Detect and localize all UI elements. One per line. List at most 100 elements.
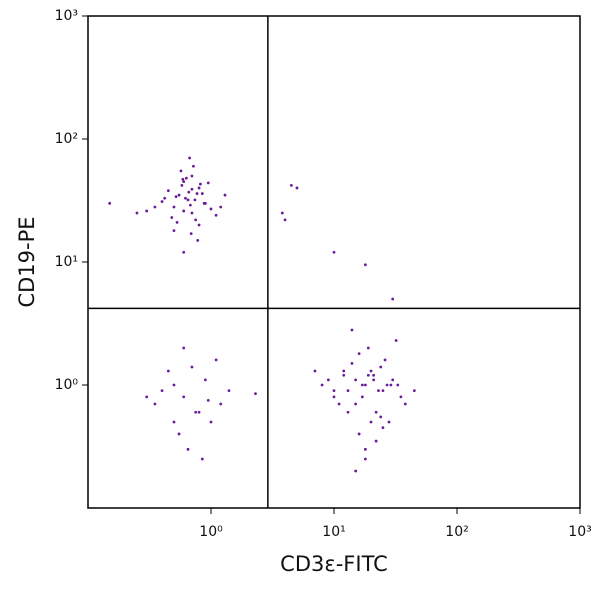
- event-dot: [172, 383, 176, 387]
- event-dot: [342, 373, 346, 377]
- plot-frame: [87, 15, 581, 509]
- event-dot: [197, 223, 201, 227]
- event-dot: [190, 174, 194, 178]
- event-dot: [174, 195, 178, 199]
- event-dot: [403, 402, 407, 406]
- event-dot: [357, 432, 361, 436]
- event-dot: [379, 365, 383, 369]
- event-dot: [396, 383, 400, 387]
- event-dot: [369, 420, 373, 424]
- event-dot: [184, 196, 187, 200]
- event-dot: [166, 189, 170, 193]
- event-dot: [366, 346, 370, 350]
- y-axis-title: CD19-PE: [15, 216, 39, 307]
- event-dot: [391, 297, 395, 301]
- event-dot: [187, 190, 191, 194]
- event-dot: [357, 352, 361, 356]
- event-dot: [200, 192, 204, 195]
- event-dot: [180, 183, 184, 187]
- event-dot: [369, 369, 373, 373]
- event-dot: [219, 205, 223, 209]
- event-dot: [166, 369, 170, 373]
- event-dot: [184, 176, 188, 180]
- y-tick-label: 10²: [55, 131, 78, 147]
- event-dot: [182, 250, 186, 254]
- event-dot: [383, 358, 387, 362]
- event-dot: [182, 346, 186, 350]
- event-dot: [188, 203, 192, 207]
- event-dot: [332, 395, 336, 399]
- event-dot: [372, 378, 376, 382]
- x-tick-label: 10³: [568, 524, 591, 540]
- y-tick-label: 10³: [55, 8, 78, 24]
- event-dot: [354, 402, 358, 406]
- event-dot: [280, 211, 284, 215]
- event-dot: [203, 378, 207, 382]
- event-dot: [227, 389, 231, 393]
- event-dot: [198, 182, 202, 186]
- event-dot: [206, 398, 210, 402]
- event-dot: [195, 192, 199, 195]
- event-dot: [194, 410, 198, 414]
- event-dot: [193, 198, 197, 202]
- event-dot: [177, 193, 181, 197]
- event-dot: [350, 361, 354, 365]
- event-dot: [377, 389, 380, 393]
- event-dot: [214, 213, 218, 217]
- event-dot: [360, 395, 364, 399]
- event-dot: [170, 216, 174, 219]
- event-dot: [182, 209, 186, 213]
- event-dot: [188, 156, 192, 160]
- x-axis-title: CD3ε-FITC: [280, 552, 388, 576]
- event-dot: [192, 164, 195, 168]
- event-dot: [363, 457, 367, 461]
- event-dot: [354, 378, 358, 382]
- x-tick-label: 10¹: [322, 524, 345, 540]
- event-dot: [389, 383, 393, 387]
- event-dot: [326, 378, 330, 382]
- event-dot: [108, 201, 112, 205]
- event-dot: [179, 169, 183, 173]
- event-dot: [363, 383, 367, 387]
- event-dot: [190, 365, 194, 369]
- event-dot: [145, 209, 149, 213]
- event-dot: [381, 426, 385, 430]
- event-dot: [381, 389, 385, 393]
- event-dot: [197, 410, 201, 414]
- event-dot: [160, 389, 164, 393]
- event-dot: [163, 196, 167, 200]
- event-dot: [332, 389, 336, 393]
- event-dot: [360, 383, 364, 387]
- event-dot: [190, 211, 194, 215]
- event-dot: [412, 389, 416, 393]
- event-dot: [160, 200, 164, 203]
- event-dot: [363, 447, 367, 451]
- event-dot: [295, 186, 299, 190]
- event-dot: [186, 198, 190, 202]
- event-dot: [283, 218, 287, 222]
- event-dot: [350, 328, 354, 332]
- event-dot: [206, 181, 210, 185]
- event-dot: [189, 232, 193, 236]
- event-dot: [182, 395, 186, 399]
- event-dot: [181, 177, 185, 181]
- event-dot: [346, 410, 350, 414]
- event-dot: [254, 392, 257, 396]
- event-dot: [337, 402, 341, 406]
- event-dot: [223, 193, 227, 197]
- event-dot: [289, 183, 293, 187]
- event-dot: [313, 369, 317, 373]
- event-dot: [186, 447, 190, 451]
- event-dot: [209, 207, 213, 211]
- event-dot: [366, 373, 370, 377]
- event-dot: [219, 402, 223, 406]
- event-dot: [209, 420, 213, 424]
- event-dot: [363, 263, 367, 267]
- y-tick-label: 10⁰: [55, 377, 79, 393]
- event-dot: [379, 415, 383, 419]
- event-dot: [172, 205, 176, 209]
- event-dot: [196, 238, 200, 242]
- event-dot: [202, 201, 206, 205]
- event-dot: [320, 383, 324, 387]
